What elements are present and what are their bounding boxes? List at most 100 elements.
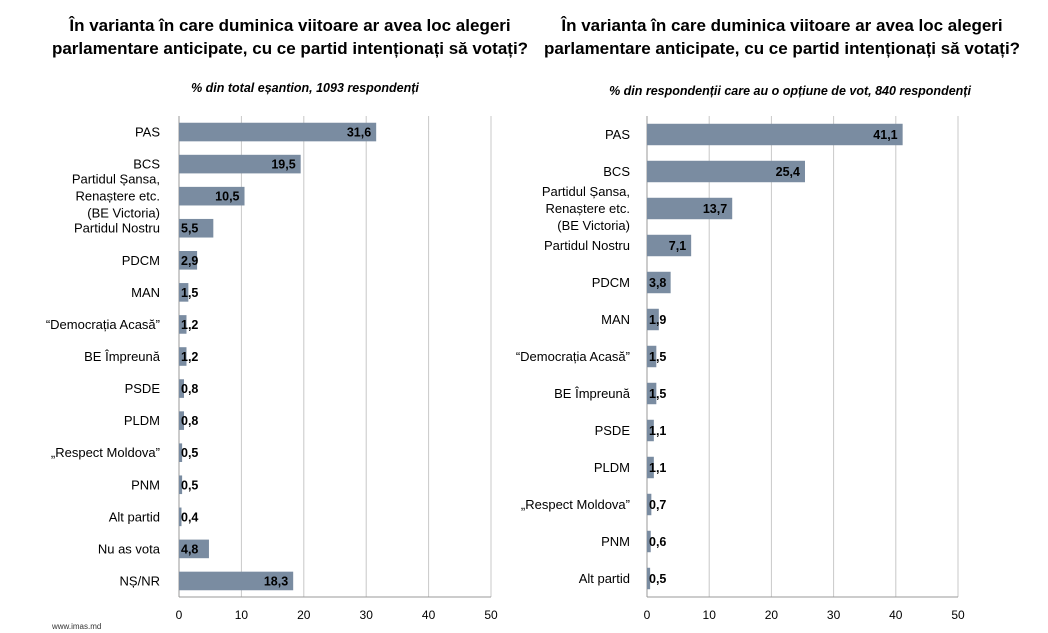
value-label-0-5: 1,5	[181, 286, 198, 300]
value-label-1-4: 3,8	[649, 276, 666, 290]
x-tick-label-0-3: 30	[360, 608, 374, 622]
x-tick-label-0-0: 0	[176, 608, 183, 622]
x-tick-label-0-5: 50	[484, 608, 498, 622]
x-tick-label-0-2: 20	[297, 608, 311, 622]
value-label-1-2: 13,7	[703, 202, 727, 216]
category-label-0-3: Partidul Nostru	[74, 221, 160, 236]
x-tick-label-1-1: 10	[703, 608, 717, 622]
category-label-0-13: Nu as vota	[98, 541, 161, 556]
chart-right-subtitle: % din respondenții care au o opțiune de …	[609, 84, 971, 98]
bar-0-1	[179, 154, 301, 174]
value-label-0-11: 0,5	[181, 478, 198, 492]
x-tick-label-1-4: 40	[889, 608, 903, 622]
category-label-0-2: Partidul Șansa, Renaștere etc. (BE Victori…	[72, 172, 160, 221]
category-label-1-12: Alt partid	[579, 571, 630, 586]
chart-left-subtitle: % din total eșantion, 1093 respondenți	[191, 81, 419, 95]
bar-0-12	[179, 507, 182, 527]
category-label-0-8: PSDE	[125, 381, 161, 396]
category-label-0-6: “Democrația Acasă”	[46, 317, 160, 332]
value-label-0-10: 0,5	[181, 446, 198, 460]
category-label-0-0: PAS	[135, 125, 160, 140]
value-label-0-14: 18,3	[264, 574, 288, 588]
category-label-1-10: „Respect Moldova”	[521, 497, 630, 512]
bar-1-2	[647, 197, 733, 220]
category-label-0-9: PLDM	[124, 413, 160, 428]
value-label-1-0: 41,1	[873, 128, 897, 142]
bar-1-1	[647, 160, 805, 183]
value-label-1-3: 7,1	[669, 239, 686, 253]
value-label-0-3: 5,5	[181, 222, 198, 236]
value-label-0-8: 0,8	[181, 382, 198, 396]
bar-0-8	[179, 379, 184, 398]
value-label-0-2: 10,5	[215, 190, 239, 204]
bar-1-4	[647, 271, 671, 294]
category-label-0-10: „Respect Moldova”	[51, 445, 160, 460]
bar-1-10	[647, 493, 652, 516]
x-tick-label-0-4: 40	[422, 608, 436, 622]
bar-1-12	[647, 567, 651, 590]
footer-source: www.imas.md	[52, 622, 102, 631]
category-label-1-0: PAS	[605, 127, 630, 142]
category-label-1-4: PDCM	[592, 275, 630, 290]
value-label-1-8: 1,1	[649, 424, 666, 438]
bar-1-3	[647, 234, 692, 257]
x-tick-label-0-1: 10	[235, 608, 249, 622]
chart-0: 0 10 20 30 40 50 31,6 PAS 19,5 BCS 10,5 Partidul Șa…	[46, 116, 498, 622]
bar-0-10	[179, 443, 183, 462]
category-label-1-8: PSDE	[595, 423, 631, 438]
value-label-1-7: 1,5	[649, 387, 666, 401]
chart-left-title: În varianta în care duminica viitoare ar…	[51, 16, 529, 58]
value-label-1-12: 0,5	[649, 572, 666, 586]
value-label-0-4: 2,9	[181, 254, 198, 268]
category-label-1-11: PNM	[601, 534, 630, 549]
bar-0-7	[179, 347, 187, 366]
category-label-1-7: BE Împreună	[554, 386, 631, 401]
bar-0-4	[179, 251, 198, 270]
value-label-0-13: 4,8	[181, 542, 198, 556]
value-label-0-12: 0,4	[181, 510, 198, 524]
chart-1: 0 10 20 30 40 50 41,1 PAS 25,4 BCS 13,7 Partidul Șa…	[516, 116, 965, 622]
bar-0-6	[179, 315, 187, 334]
value-label-0-9: 0,8	[181, 414, 198, 428]
x-tick-label-1-5: 50	[951, 608, 965, 622]
category-label-1-3: Partidul Nostru	[544, 238, 630, 253]
category-label-1-6: “Democrația Acasă”	[516, 349, 630, 364]
category-label-0-1: BCS	[133, 157, 160, 172]
bar-0-2	[179, 186, 245, 206]
value-label-0-6: 1,2	[181, 318, 198, 332]
bar-0-0	[179, 122, 377, 142]
value-label-1-9: 1,1	[649, 461, 666, 475]
category-label-0-5: MAN	[131, 285, 160, 300]
value-label-1-1: 25,4	[776, 165, 800, 179]
bar-0-11	[179, 475, 183, 495]
bar-1-6	[647, 345, 657, 368]
value-label-1-5: 1,9	[649, 313, 666, 327]
category-label-0-12: Alt partid	[109, 509, 160, 524]
x-tick-label-1-3: 30	[827, 608, 841, 622]
bar-1-9	[647, 456, 654, 479]
value-label-0-1: 19,5	[271, 158, 295, 172]
value-label-1-10: 0,7	[649, 498, 666, 512]
bar-1-0	[647, 123, 903, 146]
bar-1-8	[647, 419, 654, 442]
bar-1-5	[647, 308, 659, 331]
value-label-1-6: 1,5	[649, 350, 666, 364]
bar-1-11	[647, 530, 651, 553]
category-label-1-2: Partidul Șansa, Renaștere etc. (BE Victori…	[542, 184, 630, 233]
bar-1-7	[647, 382, 657, 405]
bar-0-13	[179, 539, 209, 559]
x-tick-label-1-0: 0	[644, 608, 651, 622]
bar-0-5	[179, 283, 189, 302]
category-label-0-11: PNM	[131, 477, 160, 492]
value-label-1-11: 0,6	[649, 535, 666, 549]
category-label-0-14: NȘ/NR	[120, 573, 160, 588]
category-label-1-9: PLDM	[594, 460, 630, 475]
category-label-0-7: BE Împreună	[84, 349, 161, 364]
bar-0-14	[179, 571, 294, 591]
x-tick-label-1-2: 20	[765, 608, 779, 622]
value-label-0-7: 1,2	[181, 350, 198, 364]
chart-right-title: În varianta în care duminica viitoare ar…	[543, 16, 1021, 58]
bar-0-9	[179, 411, 184, 430]
bar-0-3	[179, 218, 214, 238]
